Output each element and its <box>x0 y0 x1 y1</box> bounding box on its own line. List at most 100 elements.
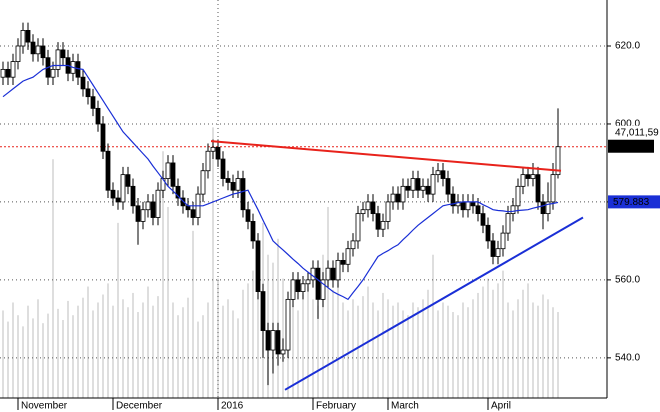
candle-body <box>260 291 266 331</box>
volume-bar <box>212 127 214 398</box>
volume-bar <box>217 278 219 398</box>
candle-body <box>240 178 246 211</box>
volume-bar <box>52 159 54 398</box>
candle-body <box>455 201 461 207</box>
volume-bar <box>512 310 514 398</box>
volume-bar <box>12 302 14 398</box>
volume-bar <box>497 283 499 398</box>
moving-average <box>2 64 559 301</box>
volume-bar <box>162 151 164 398</box>
volume-bar <box>547 299 549 398</box>
ma-value-label: 579.883 <box>613 197 650 208</box>
candle-body <box>460 201 466 211</box>
trendline <box>210 140 562 172</box>
volume-bar <box>117 222 119 398</box>
volume-bar <box>142 302 144 398</box>
volume-bar <box>177 315 179 398</box>
candle-body <box>100 123 106 152</box>
volume-bar <box>407 315 409 398</box>
last-price-label: 594.16 <box>613 141 644 152</box>
volume-bar <box>147 286 149 398</box>
volume-bar <box>337 283 339 398</box>
candle-body <box>490 240 496 257</box>
volume-bar <box>97 302 99 398</box>
candle-body <box>345 248 351 265</box>
volume-bar <box>252 270 254 398</box>
candle-body <box>250 221 256 242</box>
candle-body <box>165 162 171 179</box>
candle-body <box>60 49 66 59</box>
volume-bar <box>222 305 224 398</box>
volume-bar <box>397 302 399 398</box>
volume-bar <box>427 289 429 398</box>
candle-body <box>325 267 331 281</box>
candle-body <box>530 174 536 179</box>
volume-bar <box>432 254 434 398</box>
candle-body <box>95 107 101 125</box>
candle-body <box>465 201 471 211</box>
volume-bar <box>102 294 104 398</box>
candle-body <box>140 209 146 222</box>
volume-bar <box>122 299 124 398</box>
volume-bar <box>307 286 309 398</box>
volume-bar <box>377 310 379 398</box>
volume-bar <box>27 305 29 398</box>
candle-body <box>340 259 346 265</box>
candle-body <box>360 209 366 215</box>
candle-body <box>135 205 141 222</box>
candle-body <box>320 279 326 300</box>
candle-body <box>380 221 386 230</box>
candle-body <box>505 213 511 234</box>
volume-bar <box>392 305 394 398</box>
volume-bar <box>382 292 384 398</box>
volume-bar <box>527 283 529 398</box>
volume-bar <box>422 299 424 398</box>
candle-body <box>20 30 26 47</box>
candle-body <box>430 174 436 195</box>
candle-body <box>270 330 276 351</box>
volume-bar <box>182 307 184 398</box>
candle-body <box>120 174 126 203</box>
volume-bar <box>372 302 374 398</box>
volume-bar <box>92 310 94 398</box>
x-tick-label: December <box>116 401 163 412</box>
volume-bar <box>477 292 479 398</box>
candle-body <box>105 150 111 191</box>
x-tick-label: 2016 <box>221 401 244 412</box>
y-tick-label: 620.0 <box>615 41 640 52</box>
volume-bar <box>342 302 344 398</box>
candle-body <box>90 96 96 109</box>
volume-bar <box>297 310 299 398</box>
volume-bar <box>237 318 239 398</box>
volume-bar <box>47 313 49 398</box>
candle-body <box>150 201 156 218</box>
candle-body <box>420 185 426 191</box>
candle-body <box>25 30 31 43</box>
volume-bar <box>442 302 444 398</box>
x-tick-label: February <box>316 401 356 412</box>
candle-body <box>265 330 271 351</box>
volume-bar <box>57 308 59 398</box>
volume-bar <box>257 246 259 398</box>
candle-body <box>525 174 531 179</box>
candle-body <box>400 185 406 203</box>
candle-body <box>370 201 376 215</box>
candle-body <box>235 178 241 191</box>
volume-bar <box>247 283 249 398</box>
y-tick-label: 600.0 <box>615 119 640 130</box>
volume-bar <box>467 307 469 398</box>
volume-bar <box>37 299 39 398</box>
volume-bar <box>17 315 19 398</box>
candle-body <box>180 197 186 207</box>
candle-body <box>365 201 371 211</box>
volume-bar <box>492 289 494 398</box>
volume-bar <box>107 283 109 398</box>
volume-bar <box>277 238 279 398</box>
candle-body <box>435 170 441 176</box>
volume-bar <box>452 312 454 398</box>
volume-bar <box>352 299 354 398</box>
candle-body <box>545 201 551 215</box>
candle-body <box>35 45 41 55</box>
volume-bar <box>187 297 189 398</box>
